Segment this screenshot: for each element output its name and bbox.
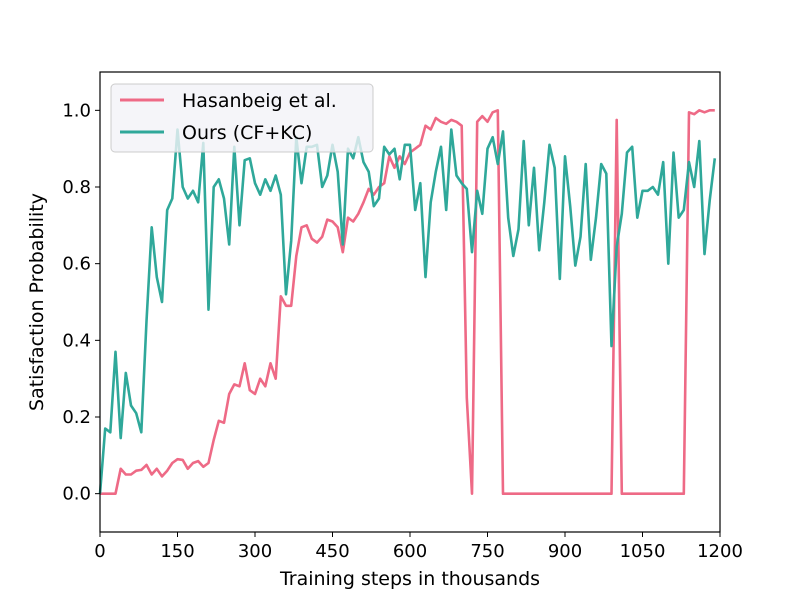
y-axis-label: Satisfaction Probability — [26, 193, 48, 411]
y-tick-label: 0.6 — [62, 254, 91, 275]
legend-label-ours: Ours (CF+KC) — [182, 122, 312, 144]
series-line-0 — [100, 109, 715, 496]
x-tick-label: 150 — [160, 541, 194, 562]
x-tick-label: 1200 — [697, 541, 743, 562]
x-tick-label: 0 — [94, 541, 105, 562]
x-tick-label: 900 — [548, 541, 582, 562]
x-tick-label: 300 — [238, 541, 272, 562]
y-tick-label: 0.4 — [62, 330, 91, 351]
series-line-1 — [98, 128, 717, 494]
legend-label-hasanbeig: Hasanbeig et al. — [182, 90, 337, 112]
y-axis: 0.0 0.2 0.4 0.6 0.8 1.0 — [62, 100, 100, 505]
y-tick-label: 1.0 — [62, 100, 91, 121]
y-tick-label: 0.0 — [62, 484, 91, 505]
x-tick-label: 600 — [393, 541, 427, 562]
x-tick-label: 450 — [315, 541, 349, 562]
series-layer — [98, 109, 717, 496]
y-tick-label: 0.2 — [62, 407, 91, 428]
x-axis-label: Training steps in thousands — [279, 568, 540, 590]
x-tick-label: 1050 — [620, 541, 666, 562]
x-axis: 0 150 300 450 600 750 900 1050 1200 — [94, 532, 743, 562]
legend-box — [110, 83, 374, 153]
legend: Hasanbeig et al. Ours (CF+KC) — [110, 83, 374, 153]
x-tick-label: 750 — [470, 541, 504, 562]
y-tick-label: 0.8 — [62, 177, 91, 198]
